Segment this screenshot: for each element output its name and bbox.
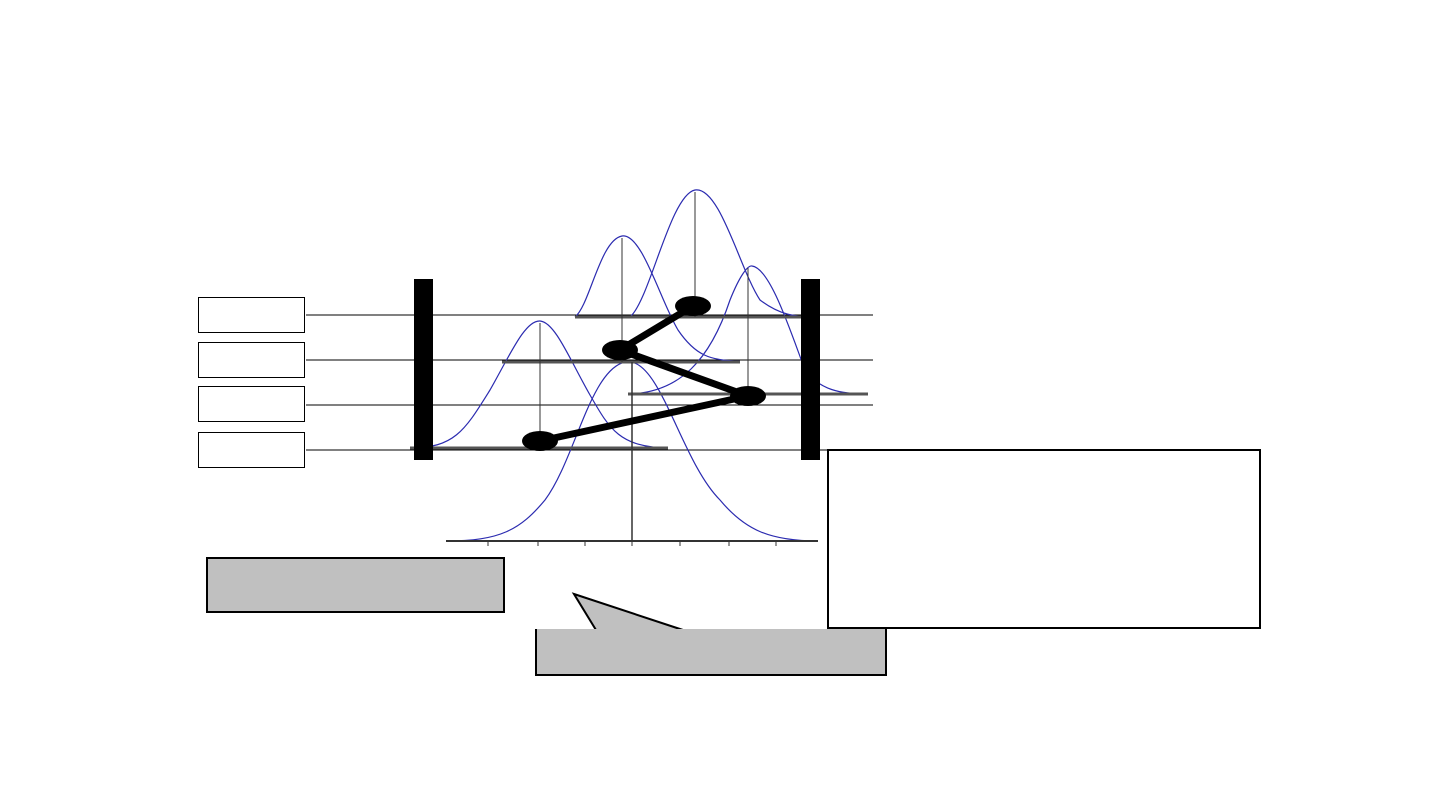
row-label-2: [198, 342, 305, 378]
speech-callout-box: [535, 629, 887, 676]
left-callout-box: [206, 557, 505, 613]
row-label-4: [198, 432, 305, 468]
distribution-curve-left: [409, 320, 669, 449]
distribution-curve-top: [629, 189, 816, 318]
mean-point-3: [730, 386, 766, 406]
distribution-curve-middle: [574, 235, 741, 362]
right-bar: [801, 279, 820, 460]
row-label-1: [198, 297, 305, 333]
speech-callout-tail: [571, 592, 684, 631]
mean-point-1: [675, 296, 711, 316]
connector-lines: [306, 314, 873, 451]
mean-path: [539, 303, 752, 445]
left-bar: [414, 279, 433, 460]
mean-point-4: [522, 431, 558, 451]
row-label-3: [198, 386, 305, 422]
info-box: [827, 449, 1261, 629]
mean-point-2: [602, 340, 638, 360]
distribution-curve-right: [629, 265, 869, 395]
